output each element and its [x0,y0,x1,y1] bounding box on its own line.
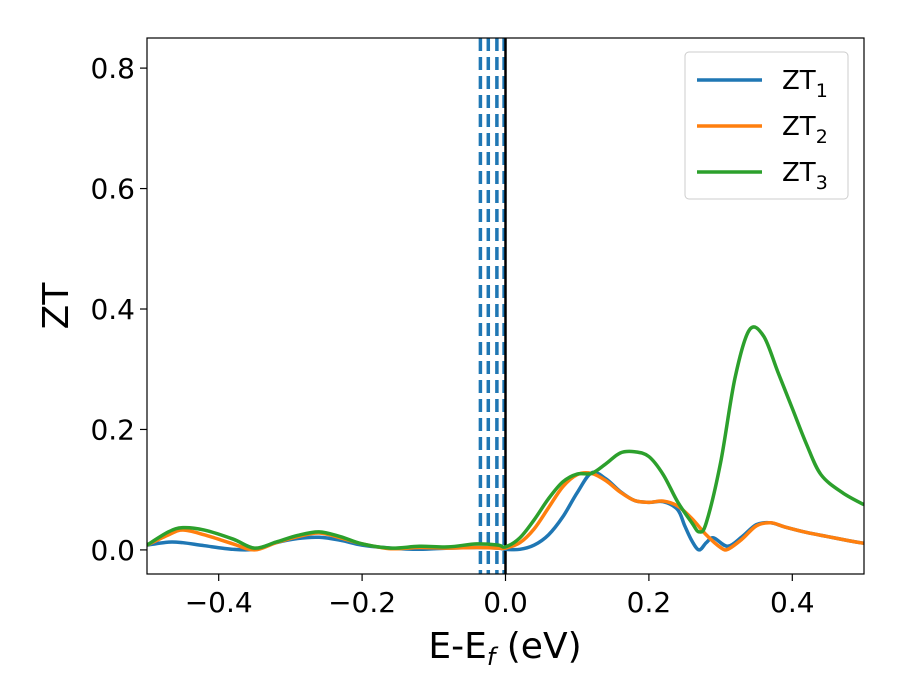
y-axis: 0.0 0.2 0.4 0.6 0.8 [90,52,147,567]
legend-label-zt1: ZT1 [782,66,828,102]
x-tick-label: 0.4 [770,586,815,619]
vertical-reference-lines [478,38,507,574]
x-axis-title: E-Ef (eV) [428,626,581,671]
legend: ZT1 ZT2 ZT3 [684,51,849,200]
y-tick-label: 0.2 [90,413,135,446]
y-tick-label: 0.6 [90,173,135,206]
x-tick-label: 0.0 [483,586,528,619]
y-tick-label: 0.8 [90,52,135,85]
legend-label-zt2: ZT2 [782,112,828,148]
x-tick-label: −0.4 [185,586,253,619]
x-tick-label: 0.2 [627,586,672,619]
series-line-zt3 [147,325,864,550]
series-line-zt1 [147,470,864,552]
legend-box [684,51,849,200]
legend-label-zt3: ZT3 [782,158,828,194]
x-axis: −0.4 −0.2 0.0 0.2 0.4 [185,574,815,619]
x-tick-label: −0.2 [328,586,396,619]
series-lines [147,325,864,552]
y-tick-label: 0.0 [90,534,135,567]
y-tick-label: 0.4 [90,293,135,326]
y-axis-title: ZT [36,282,77,330]
